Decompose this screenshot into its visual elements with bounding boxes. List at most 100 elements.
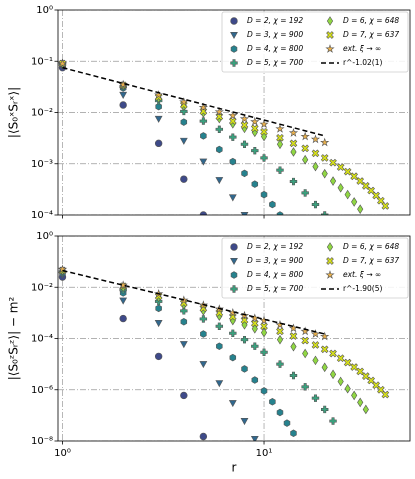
marker: [357, 204, 364, 214]
marker: [155, 102, 162, 111]
marker: [240, 140, 249, 148]
marker: [154, 115, 163, 123]
y-tick-label: 10⁰: [36, 5, 53, 16]
marker: [269, 398, 276, 406]
plot-area: [58, 236, 410, 441]
marker: [216, 145, 223, 154]
marker: [119, 101, 127, 109]
marker: [260, 327, 268, 338]
marker: [377, 196, 385, 205]
y-tick-label: 10⁻³: [31, 159, 53, 170]
legend-label: ext. ξ → ∞: [343, 270, 381, 279]
marker: [381, 390, 390, 399]
marker: [241, 169, 248, 178]
legend-box: [221, 237, 409, 299]
marker: [301, 383, 309, 391]
marker: [290, 147, 297, 157]
legend-label: r^-1.02(1): [343, 58, 382, 67]
legend-label: D = 6, χ = 648: [343, 16, 399, 25]
y-tick-label: 10⁻⁴: [31, 210, 53, 221]
marker: [276, 211, 284, 215]
marker: [381, 202, 390, 210]
marker: [154, 139, 163, 148]
marker: [230, 45, 238, 53]
marker: [320, 211, 329, 215]
legend-box: [221, 11, 409, 73]
marker: [199, 158, 208, 166]
marker: [275, 123, 285, 133]
marker: [180, 318, 188, 326]
marker: [320, 405, 329, 414]
plot-area: [58, 10, 410, 215]
marker: [312, 355, 319, 366]
marker: [311, 149, 320, 158]
marker: [362, 404, 369, 415]
legend-label: ext. ξ → ∞: [343, 44, 381, 53]
marker: [230, 17, 238, 25]
marker: [229, 157, 237, 166]
y-axis-label: |⟨S₀ˣSᵣˣ⟩|: [7, 87, 21, 138]
marker: [260, 154, 268, 162]
legend-label: D = 2, χ = 192: [247, 16, 303, 25]
marker: [251, 180, 259, 188]
marker: [241, 365, 248, 373]
marker: [259, 119, 269, 129]
plot-frame: [57, 235, 411, 442]
marker: [179, 341, 188, 349]
marker: [344, 383, 351, 394]
y-axis-label: |⟨S₀ᶻSᵣᶻ⟩| − m²: [7, 297, 21, 381]
marker: [350, 172, 358, 181]
marker: [154, 90, 164, 99]
marker: [180, 175, 188, 183]
marker: [329, 349, 337, 358]
marker: [229, 353, 237, 362]
marker: [337, 376, 344, 387]
legend-label: D = 7, χ = 637: [343, 30, 399, 39]
marker: [269, 200, 276, 209]
marker: [289, 332, 298, 340]
marker: [311, 341, 320, 349]
legend-label: D = 3, χ = 900: [247, 256, 303, 265]
legend-label: D = 4, χ = 800: [247, 44, 303, 53]
legend-label: r^-1.90(5): [343, 284, 382, 293]
marker: [325, 44, 335, 53]
marker: [337, 182, 344, 193]
marker: [310, 134, 321, 144]
marker: [320, 154, 329, 162]
x-axis-label: r: [232, 461, 237, 475]
marker: [289, 371, 298, 380]
marker: [198, 102, 208, 112]
marker: [240, 335, 249, 344]
marker: [260, 322, 268, 331]
marker: [343, 358, 352, 367]
marker: [228, 117, 237, 125]
marker: [276, 166, 284, 174]
marker: [276, 327, 284, 336]
marker: [251, 146, 259, 155]
marker: [351, 197, 358, 207]
marker: [302, 348, 309, 359]
y-tick-label: 10⁻¹: [31, 56, 53, 67]
marker: [312, 161, 319, 172]
marker: [260, 387, 268, 395]
marker: [229, 329, 237, 337]
marker: [215, 177, 224, 185]
legend-label: D = 4, χ = 800: [247, 270, 303, 279]
marker: [215, 380, 224, 388]
marker: [230, 285, 238, 293]
marker: [230, 243, 238, 251]
marker: [230, 257, 238, 266]
marker: [250, 124, 259, 133]
x-tick-label: 10¹: [256, 448, 273, 459]
marker: [119, 91, 128, 99]
marker: [289, 139, 298, 148]
marker: [311, 200, 320, 209]
marker: [321, 168, 328, 179]
marker: [357, 397, 364, 408]
marker: [180, 118, 188, 126]
marker: [214, 106, 224, 116]
marker: [325, 270, 335, 279]
marker: [250, 116, 260, 126]
marker: [240, 121, 249, 129]
